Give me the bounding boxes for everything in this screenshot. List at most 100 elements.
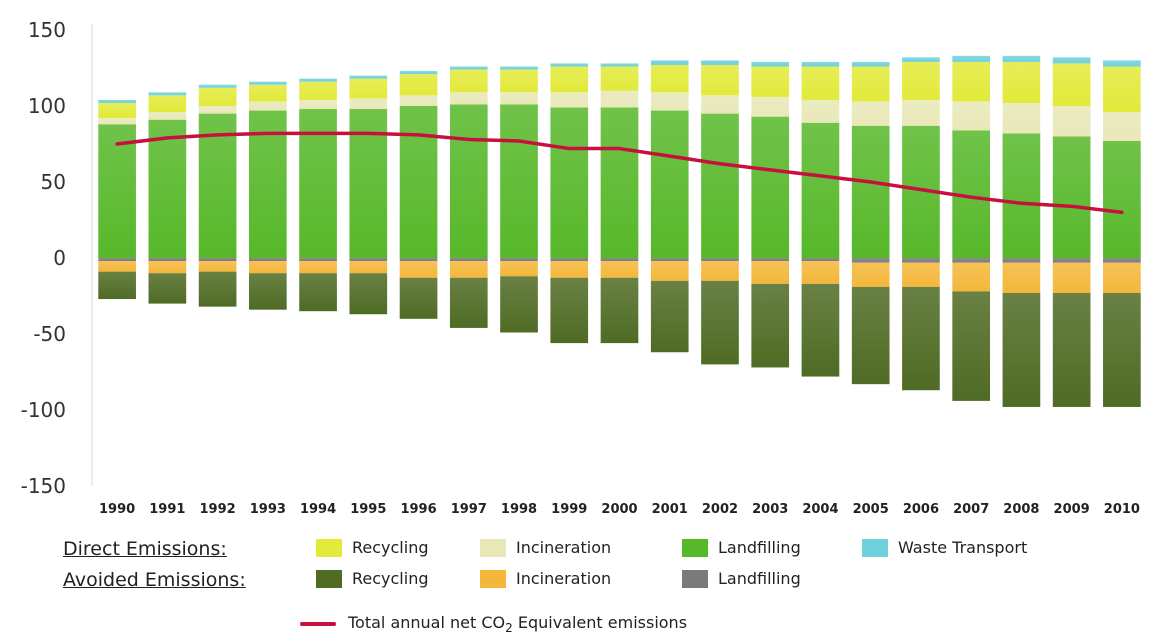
x-tick-label: 1992	[200, 502, 236, 517]
bar-direct_landfilling-2004	[801, 122, 840, 258]
x-tick-label: 1994	[300, 502, 336, 517]
bar-avoided_incineration-2008	[1002, 262, 1041, 293]
bar-avoided_recycling-2006	[902, 286, 940, 391]
bar-direct_transport-2005	[851, 61, 890, 67]
bar-direct_landfilling-1998	[500, 104, 538, 258]
bar-avoided_incineration-2009	[1052, 262, 1091, 293]
bar-avoided_recycling-2010	[1103, 292, 1141, 407]
bar-direct_landfilling-2009	[1052, 136, 1091, 258]
x-tick-label: 2000	[601, 502, 637, 517]
bar-stack-2009	[1052, 57, 1091, 407]
bar-direct_transport-1991	[148, 92, 187, 96]
bar-direct_incineration-2007	[952, 101, 991, 131]
bar-direct_transport-1999	[550, 63, 589, 67]
bar-direct_landfilling-2002	[701, 113, 739, 258]
bar-stack-2001	[650, 60, 689, 353]
bar-direct_transport-2008	[1002, 55, 1041, 62]
bar-direct_transport-1994	[299, 78, 337, 82]
x-tick-label: 1991	[149, 502, 185, 517]
y-tick-label: -50	[33, 322, 66, 346]
bar-direct_landfilling-1996	[399, 106, 438, 258]
bar-stack-1991	[148, 92, 187, 304]
bar-direct_landfilling-1992	[198, 113, 237, 258]
bar-stack-2005	[851, 61, 890, 385]
x-tick-label: 2008	[1003, 502, 1039, 517]
bar-direct_incineration-2009	[1052, 106, 1091, 137]
bar-direct_transport-2007	[952, 55, 991, 62]
bar-avoided_landfilling-2002	[701, 258, 739, 262]
bar-direct_recycling-2000	[600, 66, 639, 91]
bar-direct_landfilling-1991	[148, 119, 187, 259]
bar-stack-1996	[399, 71, 438, 319]
bar-direct_landfilling-1990	[98, 124, 136, 259]
x-tick-label: 2010	[1104, 502, 1140, 517]
bar-direct_landfilling-2003	[751, 116, 790, 258]
bar-direct_transport-2002	[701, 60, 739, 65]
bar-direct_landfilling-2000	[600, 107, 639, 259]
bar-direct_incineration-2004	[801, 99, 840, 123]
bar-stack-2004	[801, 61, 840, 377]
bar-avoided_landfilling-1995	[349, 258, 388, 262]
x-tick-label: 1999	[551, 502, 587, 517]
bar-avoided_landfilling-1996	[399, 258, 438, 262]
bar-avoided_recycling-1992	[198, 271, 237, 307]
bar-avoided_recycling-1995	[349, 273, 388, 315]
bar-direct_incineration-2002	[701, 95, 739, 114]
bar-direct_landfilling-1997	[449, 104, 488, 258]
bar-direct_landfilling-1999	[550, 107, 589, 259]
bar-avoided_recycling-2008	[1002, 292, 1041, 407]
bar-avoided_landfilling-1999	[550, 258, 589, 262]
bar-avoided_incineration-1996	[399, 261, 438, 278]
bar-direct_recycling-2008	[1002, 61, 1041, 103]
y-tick-label: 50	[41, 170, 66, 194]
bar-stack-2006	[902, 57, 940, 391]
bar-avoided_landfilling-2004	[801, 258, 840, 262]
bar-direct_transport-1997	[449, 66, 488, 70]
bar-avoided_landfilling-2009	[1052, 258, 1091, 263]
bar-direct_landfilling-1995	[349, 109, 388, 258]
bar-direct_recycling-1991	[148, 95, 187, 113]
bar-avoided_landfilling-1994	[299, 258, 337, 262]
x-tick-label: 1990	[99, 502, 135, 517]
bar-direct_landfilling-2010	[1103, 140, 1141, 258]
bar-avoided_recycling-2000	[600, 277, 639, 344]
bar-direct_recycling-1993	[248, 84, 287, 102]
x-tick-label: 1997	[451, 502, 487, 517]
bar-avoided_landfilling-2007	[952, 258, 991, 263]
bar-avoided_incineration-2004	[801, 261, 840, 284]
bar-direct_recycling-1994	[299, 81, 337, 100]
bar-direct_recycling-1990	[98, 102, 136, 119]
bar-direct_incineration-2008	[1002, 102, 1041, 134]
net-emissions-line-layer	[115, 131, 1124, 215]
bar-direct_recycling-1998	[500, 69, 538, 93]
bar-avoided_landfilling-1992	[198, 258, 237, 262]
bar-direct_incineration-2000	[600, 90, 639, 108]
bar-stack-1993	[248, 81, 287, 310]
x-tick-label: 1998	[501, 502, 537, 517]
x-tick-label: 2009	[1054, 502, 1090, 517]
x-axis: 1990 1991 1992 1993 1994 1995 1996 1997 1998 1999…	[99, 502, 1140, 517]
bar-avoided_landfilling-2005	[851, 258, 890, 263]
bar-direct_recycling-2010	[1103, 66, 1141, 113]
bar-avoided_incineration-1998	[500, 261, 538, 277]
y-tick-label: 100	[28, 94, 66, 118]
bar-avoided_incineration-2005	[851, 262, 890, 287]
bar-avoided_landfilling-2008	[1002, 258, 1041, 263]
bar-stack-1994	[299, 78, 337, 312]
bar-direct_transport-1998	[500, 66, 538, 70]
bar-direct_transport-2006	[902, 57, 940, 62]
x-tick-label: 2002	[702, 502, 738, 517]
bar-avoided_landfilling-2001	[650, 258, 689, 262]
bar-avoided_incineration-2001	[650, 261, 689, 281]
bar-direct_transport-2004	[801, 61, 840, 67]
bar-stack-2007	[952, 55, 991, 401]
bar-direct_landfilling-1994	[299, 109, 337, 258]
bar-stack-1997	[449, 66, 488, 328]
bar-direct_incineration-2006	[902, 99, 940, 126]
bar-direct_transport-2000	[600, 63, 639, 67]
bar-stack-1995	[349, 75, 388, 315]
bar-stack-2008	[1002, 55, 1041, 407]
bar-avoided_incineration-2010	[1103, 262, 1141, 293]
x-tick-label: 2007	[953, 502, 989, 517]
bar-direct_recycling-2004	[801, 66, 840, 100]
